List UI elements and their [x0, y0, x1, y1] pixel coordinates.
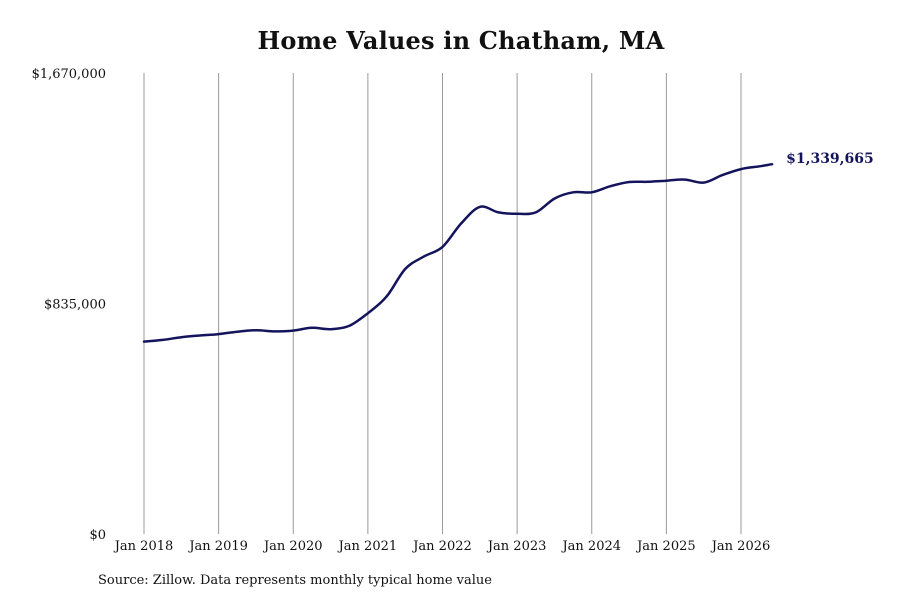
- series-line: [142, 162, 774, 343]
- data-point: [273, 330, 275, 332]
- x-tick-label: Jan 2020: [262, 539, 323, 554]
- data-point: [740, 168, 742, 170]
- x-tick-label: Jan 2023: [486, 539, 547, 554]
- x-tick-label: Jan 2022: [411, 539, 472, 554]
- data-point: [497, 211, 499, 213]
- x-tick-label: Jan 2018: [113, 539, 174, 554]
- data-point: [143, 340, 145, 342]
- chart-title: Home Values in Chatham, MA: [257, 26, 665, 55]
- data-point: [385, 295, 387, 297]
- x-tick-label: Jan 2025: [635, 539, 696, 554]
- data-point: [311, 327, 313, 329]
- y-tick-label: $1,670,000: [32, 67, 106, 82]
- data-point: [609, 185, 611, 187]
- data-point: [535, 211, 537, 213]
- data-point: [348, 325, 350, 327]
- data-point: [721, 174, 723, 176]
- source-note: Source: Zillow. Data represents monthly …: [98, 573, 492, 588]
- data-point: [665, 180, 667, 182]
- data-point: [553, 197, 555, 199]
- data-point: [759, 165, 761, 167]
- data-point: [441, 246, 443, 248]
- data-point: [162, 339, 164, 341]
- data-point: [217, 333, 219, 335]
- y-tick-label: $0: [89, 528, 106, 543]
- x-tick-label: Jan 2024: [560, 539, 621, 554]
- end-value-label: $1,339,665: [786, 151, 874, 167]
- x-tick-label: Jan 2026: [710, 539, 771, 554]
- data-point: [572, 191, 574, 193]
- data-point: [236, 331, 238, 333]
- data-point: [329, 328, 331, 330]
- data-point: [684, 178, 686, 180]
- data-point: [628, 181, 630, 183]
- x-tick-label: Jan 2021: [337, 539, 398, 554]
- y-tick-label: $835,000: [44, 298, 106, 313]
- data-point: [199, 334, 201, 336]
- data-point: [771, 163, 773, 165]
- data-point: [460, 222, 462, 224]
- data-point: [647, 181, 649, 183]
- axis-labels: Jan 2018 Jan 2019 Jan 2020 Jan 2021 Jan 2022…: [32, 67, 771, 554]
- data-point: [292, 329, 294, 331]
- x-tick-label: Jan 2019: [187, 539, 248, 554]
- data-point: [180, 336, 182, 338]
- grid-lines: [143, 73, 742, 534]
- data-point: [255, 329, 257, 331]
- data-point: [703, 181, 705, 183]
- data-point: [404, 268, 406, 270]
- data-point: [591, 191, 593, 193]
- data-point: [479, 206, 481, 208]
- series-layer: $1,339,665: [142, 151, 874, 343]
- data-point: [423, 255, 425, 257]
- data-point: [516, 213, 518, 215]
- data-point: [367, 312, 369, 314]
